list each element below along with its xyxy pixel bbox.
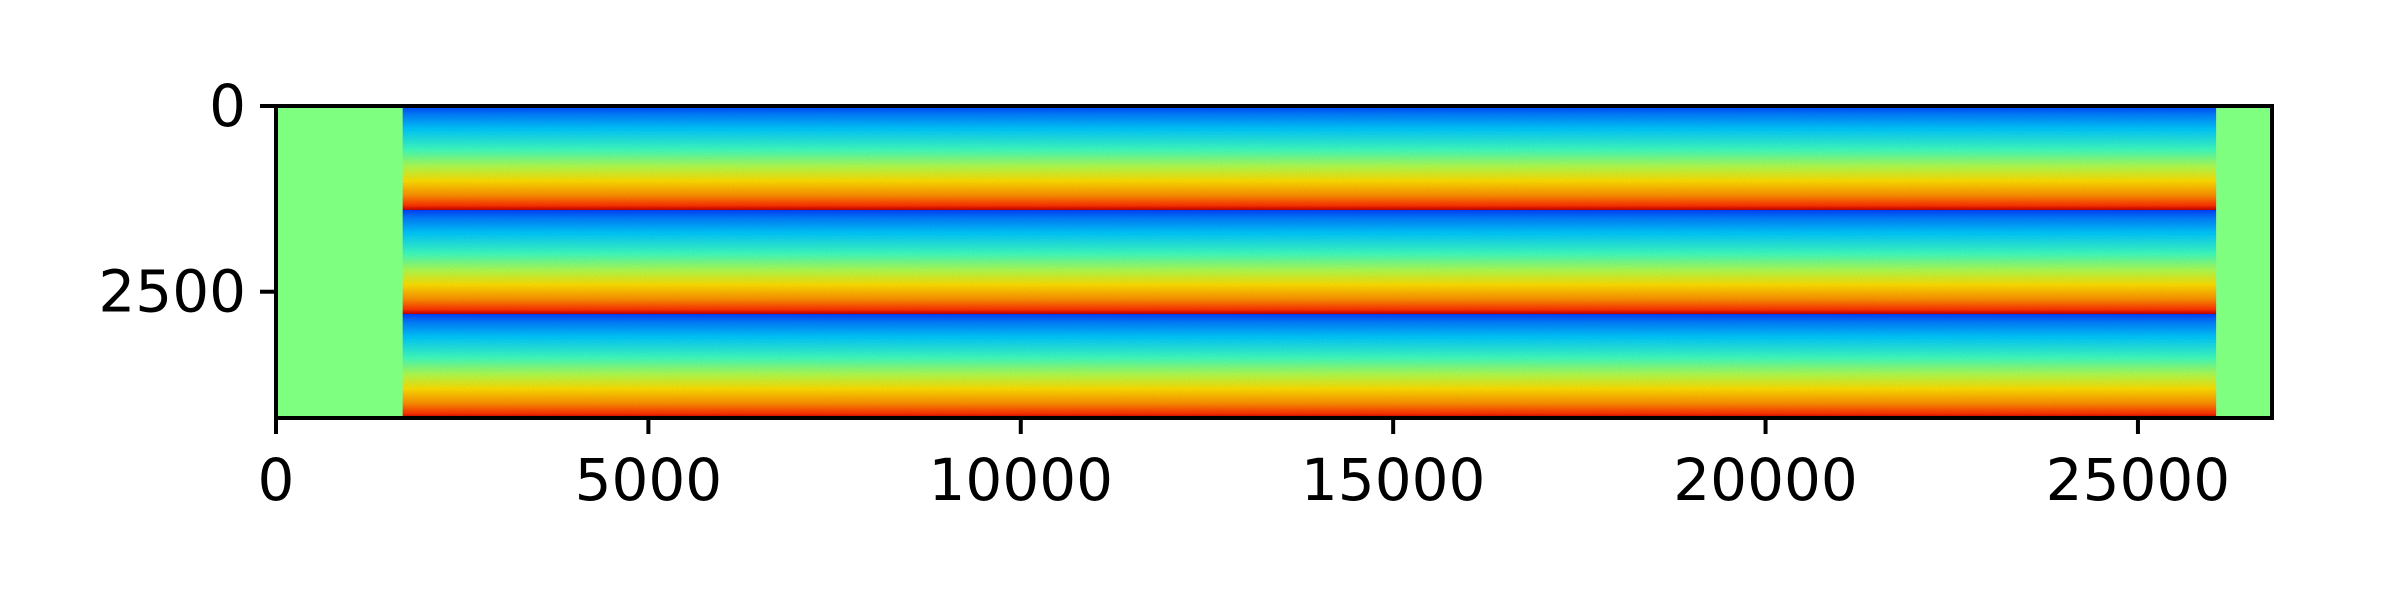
y-tick-label: 2500: [98, 258, 246, 326]
plot-frame: [274, 104, 2274, 420]
x-tick-label: 25000: [2046, 446, 2231, 514]
y-tick-label: 0: [209, 72, 246, 140]
plot-area: [276, 106, 2272, 418]
y-axis: 0 2500: [98, 72, 276, 326]
x-tick-label: 10000: [929, 446, 1114, 514]
data-band-2: [402, 210, 2217, 314]
x-tick-label: 20000: [1673, 446, 1858, 514]
data-band-3: [402, 314, 2217, 418]
x-axis: 0 5000 10000 15000 20000 25000: [258, 418, 2231, 514]
data-bands: [402, 106, 2217, 418]
x-tick-label: 5000: [575, 446, 723, 514]
x-tick-label: 15000: [1301, 446, 1486, 514]
x-tick-label: 0: [258, 446, 295, 514]
data-band-1: [402, 106, 2217, 210]
